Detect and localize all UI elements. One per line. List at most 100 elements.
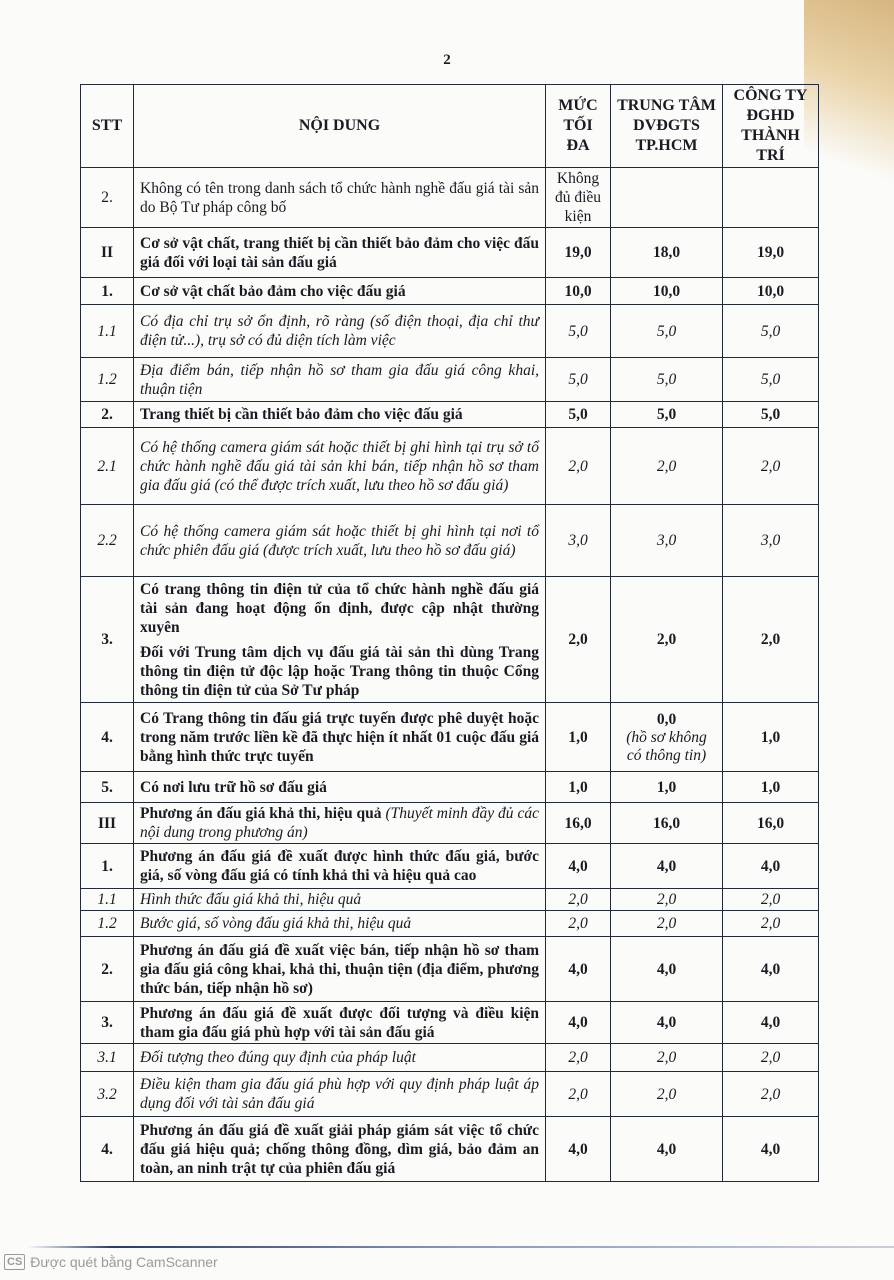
header-row: STT NỘI DUNG MỨC TỐI ĐA TRUNG TÂM DVĐGTS… bbox=[80, 84, 819, 168]
content-text: Bước giá, số vòng đấu giá khả thi, hiệu … bbox=[140, 915, 412, 932]
content-text: Có địa chỉ trụ sở ổn định, rõ ràng (số đ… bbox=[140, 313, 539, 349]
row-col1-score: 5,0 bbox=[610, 357, 723, 402]
content-text: Cơ sở vật chất bảo đảm cho việc đấu giá bbox=[140, 282, 406, 300]
table-row: 1.1 Có địa chỉ trụ sở ổn định, rõ ràng (s… bbox=[80, 304, 819, 358]
table-row: 1. Cơ sở vật chất bảo đảm cho việc đấu gi… bbox=[80, 277, 819, 305]
header-col1: TRUNG TÂM DVĐGTS TP.HCM bbox=[610, 84, 723, 168]
row-col2-score: 5,0 bbox=[722, 401, 819, 428]
row-stt: 4. bbox=[80, 1116, 134, 1182]
col1-score-value: 5,0 bbox=[656, 322, 677, 340]
row-col2-score: 2,0 bbox=[722, 1071, 819, 1117]
row-stt: 1. bbox=[80, 843, 134, 889]
row-col2-score: 2,0 bbox=[722, 576, 819, 703]
table-row: II Cơ sở vật chất, trang thiết bị cần thi… bbox=[80, 227, 819, 278]
row-stt: 2. bbox=[80, 167, 134, 228]
row-content: Hình thức đấu giá khả thi, hiệu quả bbox=[133, 888, 546, 911]
row-max-score: 3,0 bbox=[545, 504, 611, 577]
row-stt: III bbox=[80, 802, 134, 844]
row-stt: 2. bbox=[80, 401, 134, 428]
row-stt: 2.2 bbox=[80, 504, 134, 577]
row-max-score: 4,0 bbox=[545, 1001, 611, 1044]
col1-score-value: 4,0 bbox=[656, 1014, 677, 1031]
row-col1-score: 18,0 bbox=[610, 227, 723, 278]
row-col1-score: 2,0 bbox=[610, 427, 723, 505]
row-max-score: 2,0 bbox=[545, 910, 611, 937]
row-content: Đối tượng theo đúng quy định của pháp lu… bbox=[133, 1043, 546, 1072]
content-text: Phương án đấu giá đề xuất việc bán, tiếp… bbox=[140, 941, 539, 997]
row-col1-score bbox=[610, 167, 723, 228]
content-text: Có trang thông tin điện tử của tổ chức h… bbox=[140, 580, 539, 636]
row-max-score: Không đủ điều kiện bbox=[545, 167, 611, 228]
header-col2: CÔNG TY ĐGHD THÀNH TRÍ bbox=[722, 84, 819, 168]
row-col2-score: 4,0 bbox=[722, 843, 819, 889]
row-col2-score: 2,0 bbox=[722, 427, 819, 505]
header-content: NỘI DUNG bbox=[133, 84, 546, 168]
content-text: Cơ sở vật chất, trang thiết bị cần thiết… bbox=[140, 234, 539, 271]
row-col2-score: 1,0 bbox=[722, 702, 819, 772]
row-max-score: 1,0 bbox=[545, 702, 611, 772]
row-col2-score: 1,0 bbox=[722, 771, 819, 803]
row-stt: II bbox=[80, 227, 134, 278]
row-content: Phương án đấu giá khả thi, hiệu quả (Thu… bbox=[133, 802, 546, 844]
header-max: MỨC TỐI ĐA bbox=[545, 84, 611, 168]
row-content: Điều kiện tham gia đấu giá phù hợp với q… bbox=[133, 1071, 546, 1117]
row-max-score: 2,0 bbox=[545, 1043, 611, 1072]
row-max-score: 2,0 bbox=[545, 427, 611, 505]
col1-score-value: 5,0 bbox=[656, 371, 677, 388]
header-stt: STT bbox=[80, 84, 134, 168]
content-text: Phương án đấu giá đề xuất được hình thức… bbox=[140, 848, 539, 884]
content-text: Có nơi lưu trữ hồ sơ đấu giá bbox=[140, 778, 327, 796]
row-stt: 1.1 bbox=[80, 304, 134, 358]
content-text: Đối tượng theo đúng quy định của pháp lu… bbox=[140, 1049, 416, 1066]
row-max-score: 2,0 bbox=[545, 576, 611, 703]
col1-score-value: 16,0 bbox=[652, 814, 681, 832]
row-col2-score: 19,0 bbox=[722, 227, 819, 278]
content-text: Có Trang thông tin đấu giá trực tuyến đư… bbox=[140, 709, 539, 765]
row-col1-score: 5,0 bbox=[610, 401, 723, 428]
col1-score-value: 4,0 bbox=[656, 1140, 677, 1158]
table-row: 2. Không có tên trong danh sách tổ chức h… bbox=[80, 167, 819, 228]
row-content: Có nơi lưu trữ hồ sơ đấu giá bbox=[133, 771, 546, 803]
row-col1-score: 2,0 bbox=[610, 576, 723, 703]
row-col1-score: 4,0 bbox=[610, 1001, 723, 1044]
row-col2-score: 5,0 bbox=[722, 304, 819, 358]
scan-edge-line bbox=[25, 1246, 894, 1248]
row-stt: 3.1 bbox=[80, 1043, 134, 1072]
row-col1-score: 4,0 bbox=[610, 936, 723, 1002]
table-row: 3. Phương án đấu giá đề xuất được đối tượ… bbox=[80, 1001, 819, 1044]
table-row: 1. Phương án đấu giá đề xuất được hình th… bbox=[80, 843, 819, 889]
table-row: 4. Phương án đấu giá đề xuất giải pháp gi… bbox=[80, 1116, 819, 1182]
row-content: Trang thiết bị cần thiết bảo đảm cho việ… bbox=[133, 401, 546, 428]
col1-score-note: (hồ sơ không có thông tin) bbox=[626, 728, 707, 764]
col1-score-value: 4,0 bbox=[656, 960, 677, 978]
row-max-score: 19,0 bbox=[545, 227, 611, 278]
row-col1-score: 4,0 bbox=[610, 843, 723, 889]
row-col2-score: 4,0 bbox=[722, 1116, 819, 1182]
camscanner-watermark: CS Được quét bằng CamScanner bbox=[4, 1254, 218, 1270]
table-row: 3. Có trang thông tin điện tử của tổ chức… bbox=[80, 576, 819, 703]
row-stt: 2.1 bbox=[80, 427, 134, 505]
table-row: 2.1 Có hệ thống camera giám sát hoặc thiế… bbox=[80, 427, 819, 505]
row-col1-score: 2,0 bbox=[610, 888, 723, 911]
row-col2-score bbox=[722, 167, 819, 228]
row-stt: 2. bbox=[80, 936, 134, 1002]
row-content: Có địa chỉ trụ sở ổn định, rõ ràng (số đ… bbox=[133, 304, 546, 358]
table-row: 5. Có nơi lưu trữ hồ sơ đấu giá 1,0 1,0 1,0 bbox=[80, 771, 819, 803]
col1-score-value: 1,0 bbox=[656, 778, 677, 796]
row-max-score: 16,0 bbox=[545, 802, 611, 844]
row-col2-score: 3,0 bbox=[722, 504, 819, 577]
col1-score-value: 3,0 bbox=[656, 532, 677, 549]
content-text: Không có tên trong danh sách tổ chức hàn… bbox=[140, 179, 539, 216]
content-text: Điều kiện tham gia đấu giá phù hợp với q… bbox=[140, 1076, 539, 1112]
row-content: Có hệ thống camera giám sát hoặc thiết b… bbox=[133, 504, 546, 577]
row-col2-score: 16,0 bbox=[722, 802, 819, 844]
row-content: Địa điểm bán, tiếp nhận hồ sơ tham gia đ… bbox=[133, 357, 546, 402]
row-max-score: 5,0 bbox=[545, 304, 611, 358]
row-max-score: 1,0 bbox=[545, 771, 611, 803]
row-content: Có Trang thông tin đấu giá trực tuyến đư… bbox=[133, 702, 546, 772]
row-content: Phương án đấu giá đề xuất việc bán, tiếp… bbox=[133, 936, 546, 1002]
row-stt: 4. bbox=[80, 702, 134, 772]
evaluation-table: STT NỘI DUNG MỨC TỐI ĐA TRUNG TÂM DVĐGTS… bbox=[80, 84, 819, 1182]
row-col1-score: 1,0 bbox=[610, 771, 723, 803]
row-content: Phương án đấu giá đề xuất được hình thức… bbox=[133, 843, 546, 889]
